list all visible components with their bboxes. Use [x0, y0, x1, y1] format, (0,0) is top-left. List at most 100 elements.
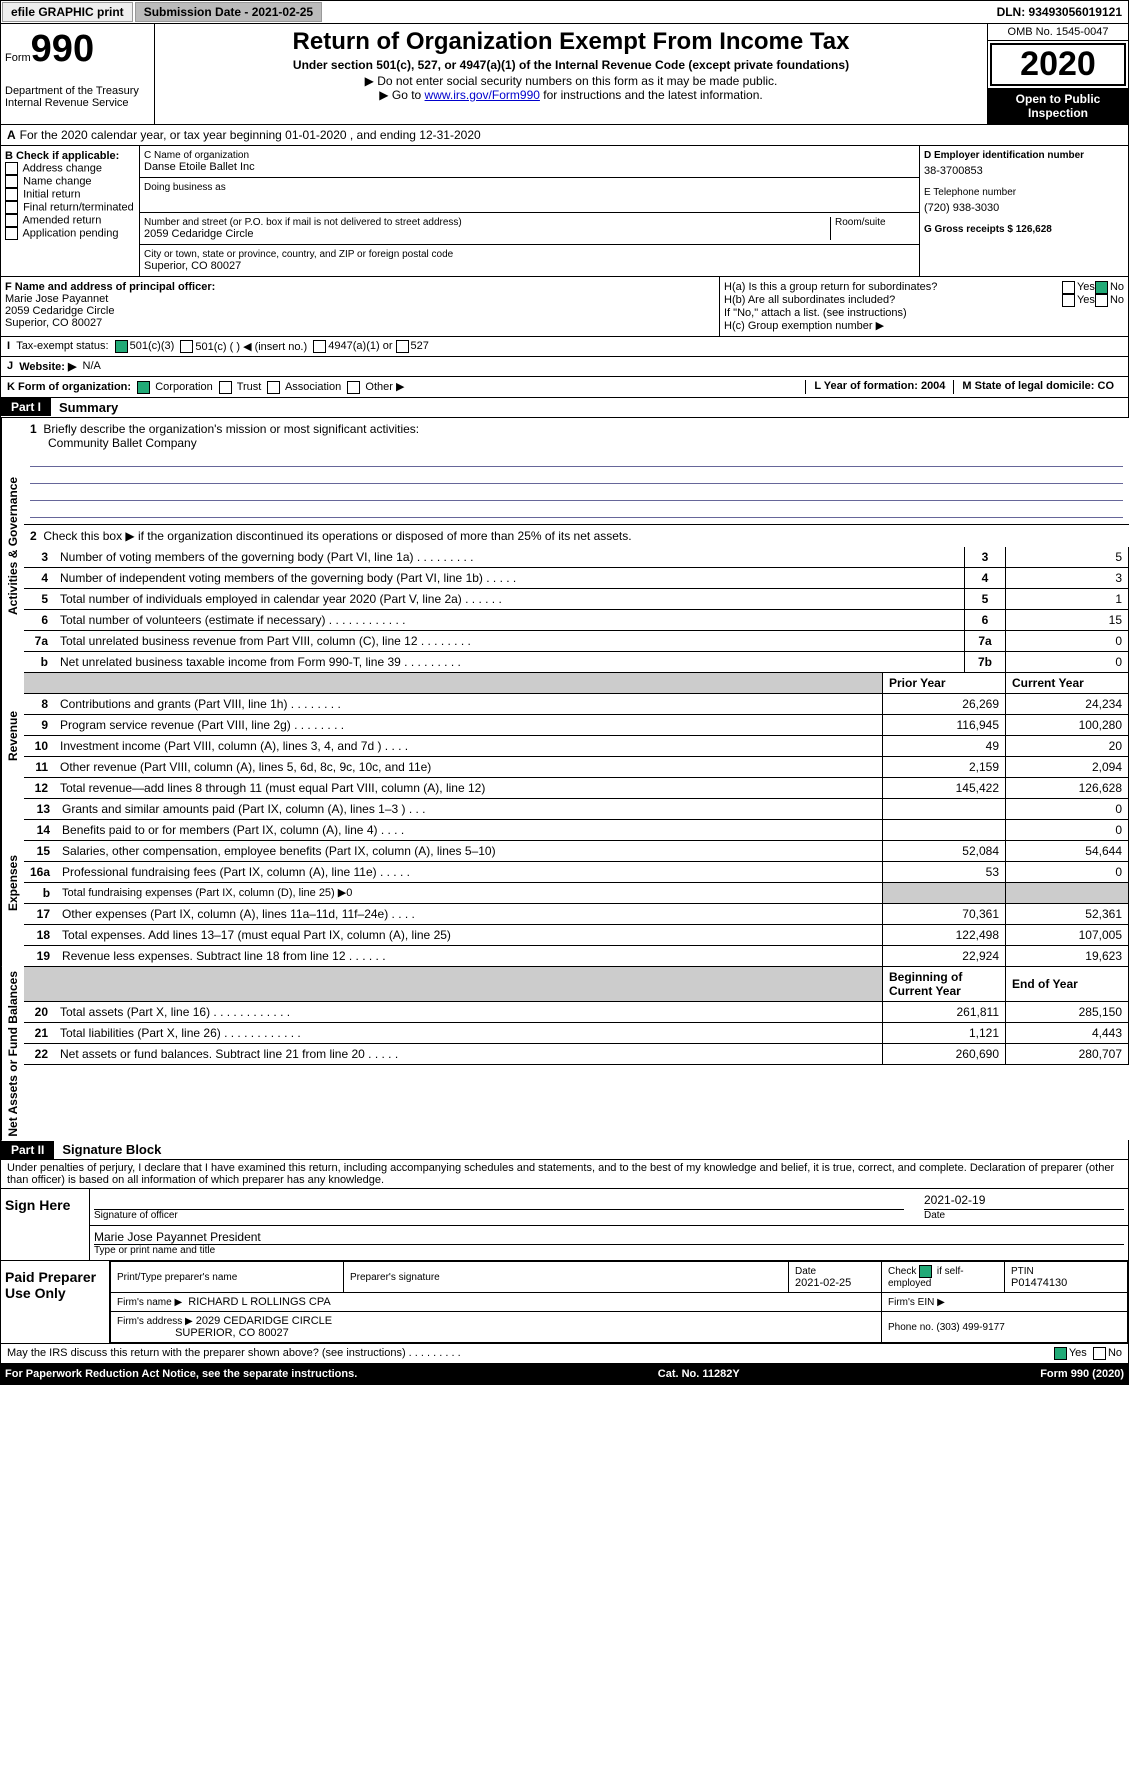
- e-label: E Telephone number: [924, 187, 1124, 198]
- period-row: A For the 2020 calendar year, or tax yea…: [0, 125, 1129, 146]
- chk-trust[interactable]: [219, 381, 232, 394]
- irs-link[interactable]: www.irs.gov/Form990: [425, 88, 540, 102]
- governance-group: Activities & Governance 1 Briefly descri…: [0, 418, 1129, 673]
- g-label: G Gross receipts $ 126,628: [924, 224, 1124, 235]
- part1-title: Summary: [51, 398, 126, 417]
- dept-1: Department of the Treasury: [5, 85, 150, 97]
- table-row: 19Revenue less expenses. Subtract line 1…: [24, 945, 1129, 966]
- c-name-label: C Name of organization: [144, 150, 915, 161]
- chk-address-change[interactable]: Address change: [5, 162, 135, 175]
- firm-addr-label: Firm's address ▶: [117, 1316, 193, 1327]
- form-label: Form: [5, 52, 31, 64]
- part2-title: Signature Block: [54, 1140, 169, 1159]
- table-row: 9Program service revenue (Part VIII, lin…: [24, 714, 1129, 735]
- table-row: 3Number of voting members of the governi…: [24, 547, 1129, 568]
- i-row: I Tax-exempt status: 501(c)(3) 501(c) ( …: [0, 337, 1129, 357]
- officer-addr1: 2059 Cedaridge Circle: [5, 305, 715, 317]
- part1-tag: Part I: [1, 398, 51, 416]
- part2-tag: Part II: [1, 1141, 54, 1159]
- chk-self-employed[interactable]: [919, 1265, 932, 1278]
- chk-corp[interactable]: [137, 381, 150, 394]
- irs-discuss-yes[interactable]: [1054, 1347, 1067, 1360]
- chk-application-pending[interactable]: Application pending: [5, 227, 135, 240]
- title-block: Form990 Department of the Treasury Inter…: [0, 24, 1129, 125]
- street-address: 2059 Cedaridge Circle: [144, 228, 830, 240]
- k-row: K Form of organization: Corporation Trus…: [0, 377, 1129, 398]
- revenue-table: Prior YearCurrent Year8Contributions and…: [24, 673, 1129, 799]
- table-row: 7aTotal unrelated business revenue from …: [24, 630, 1129, 651]
- chk-4947[interactable]: [313, 340, 326, 353]
- cat-no: Cat. No. 11282Y: [658, 1368, 740, 1380]
- hb-yes[interactable]: [1062, 294, 1075, 307]
- table-row: 10Investment income (Part VIII, column (…: [24, 735, 1129, 756]
- paid-preparer-block: Paid Preparer Use Only Print/Type prepar…: [0, 1261, 1129, 1344]
- table-row: 16aProfessional fundraising fees (Part I…: [24, 861, 1129, 882]
- firm-addr1: 2029 CEDARIDGE CIRCLE: [196, 1315, 332, 1327]
- irs-discuss-no[interactable]: [1093, 1347, 1106, 1360]
- hb-label: H(b) Are all subordinates included?: [724, 294, 1062, 307]
- sig-date-label: Date: [924, 1210, 1124, 1221]
- chk-527[interactable]: [396, 340, 409, 353]
- ptin: P01474130: [1011, 1277, 1067, 1289]
- table-row: 13Grants and similar amounts paid (Part …: [24, 799, 1129, 820]
- footer: For Paperwork Reduction Act Notice, see …: [0, 1364, 1129, 1385]
- chk-assoc[interactable]: [267, 381, 280, 394]
- city-state-zip: Superior, CO 80027: [144, 260, 915, 272]
- officer-name-title: Marie Jose Payannet President: [94, 1230, 1124, 1245]
- dept-2: Internal Revenue Service: [5, 97, 150, 109]
- f-h-row: F Name and address of principal officer:…: [0, 277, 1129, 337]
- table-row: 21Total liabilities (Part X, line 26) . …: [24, 1022, 1129, 1043]
- table-row: 5Total number of individuals employed in…: [24, 588, 1129, 609]
- chk-501c3[interactable]: [115, 340, 128, 353]
- chk-initial-return[interactable]: Initial return: [5, 188, 135, 201]
- declaration-text: Under penalties of perjury, I declare th…: [0, 1160, 1129, 1189]
- chk-501c[interactable]: [180, 340, 193, 353]
- side-governance: Activities & Governance: [1, 418, 24, 673]
- governance-table: 3Number of voting members of the governi…: [24, 547, 1129, 673]
- table-row: 15Salaries, other compensation, employee…: [24, 840, 1129, 861]
- table-row: 20Total assets (Part X, line 16) . . . .…: [24, 1001, 1129, 1022]
- sig-officer-label: Signature of officer: [94, 1210, 904, 1221]
- expenses-group: Expenses 13Grants and similar amounts pa…: [0, 799, 1129, 967]
- inspection-badge: Open to Public Inspection: [988, 88, 1128, 124]
- name-title-label: Type or print name and title: [94, 1245, 1124, 1256]
- hb-no[interactable]: [1095, 294, 1108, 307]
- side-netassets: Net Assets or Fund Balances: [1, 967, 24, 1141]
- table-row: 6Total number of volunteers (estimate if…: [24, 609, 1129, 630]
- chk-final-return[interactable]: Final return/terminated: [5, 201, 135, 214]
- table-row: 8Contributions and grants (Part VIII, li…: [24, 693, 1129, 714]
- tax-year: 2020: [990, 43, 1126, 86]
- j-row: J Website: ▶ N/A: [0, 357, 1129, 377]
- d-label: D Employer identification number: [924, 150, 1124, 161]
- sign-here-block: Sign Here Signature of officer 2021-02-1…: [0, 1189, 1129, 1261]
- form-title: Return of Organization Exempt From Incom…: [159, 28, 983, 56]
- table-row: bNet unrelated business taxable income f…: [24, 651, 1129, 672]
- prep-date: 2021-02-25: [795, 1277, 851, 1289]
- officer-addr2: Superior, CO 80027: [5, 317, 715, 329]
- chk-other[interactable]: [347, 381, 360, 394]
- chk-name-change[interactable]: Name change: [5, 175, 135, 188]
- table-row: 17Other expenses (Part IX, column (A), l…: [24, 903, 1129, 924]
- subtitle-2: ▶ Do not enter social security numbers o…: [159, 74, 983, 88]
- ha-no[interactable]: [1095, 281, 1108, 294]
- sig-date: 2021-02-19: [924, 1193, 1124, 1210]
- ha-yes[interactable]: [1062, 281, 1075, 294]
- table-row: 18Total expenses. Add lines 13–17 (must …: [24, 924, 1129, 945]
- room-label: Room/suite: [830, 217, 915, 240]
- firm-name: RICHARD L ROLLINGS CPA: [188, 1296, 330, 1308]
- table-row: 12Total revenue—add lines 8 through 11 (…: [24, 777, 1129, 798]
- city-label: City or town, state or province, country…: [144, 249, 915, 260]
- table-header-row: Beginning of Current YearEnd of Year: [24, 967, 1129, 1002]
- org-name: Danse Etoile Ballet Inc: [144, 161, 915, 173]
- efile-print-button[interactable]: efile GRAPHIC print: [2, 2, 133, 22]
- submission-date-button[interactable]: Submission Date - 2021-02-25: [135, 2, 322, 22]
- ha-label: H(a) Is this a group return for subordin…: [724, 281, 1062, 294]
- header-bar: efile GRAPHIC print Submission Date - 20…: [0, 0, 1129, 24]
- side-expenses: Expenses: [1, 799, 24, 967]
- firm-addr2: SUPERIOR, CO 80027: [175, 1327, 289, 1339]
- dln-text: DLN: 93493056019121: [991, 5, 1128, 19]
- chk-amended[interactable]: Amended return: [5, 214, 135, 227]
- netassets-group: Net Assets or Fund Balances Beginning of…: [0, 967, 1129, 1141]
- part1-header: Part I Summary: [0, 398, 1129, 418]
- paid-preparer-label: Paid Preparer Use Only: [1, 1261, 109, 1343]
